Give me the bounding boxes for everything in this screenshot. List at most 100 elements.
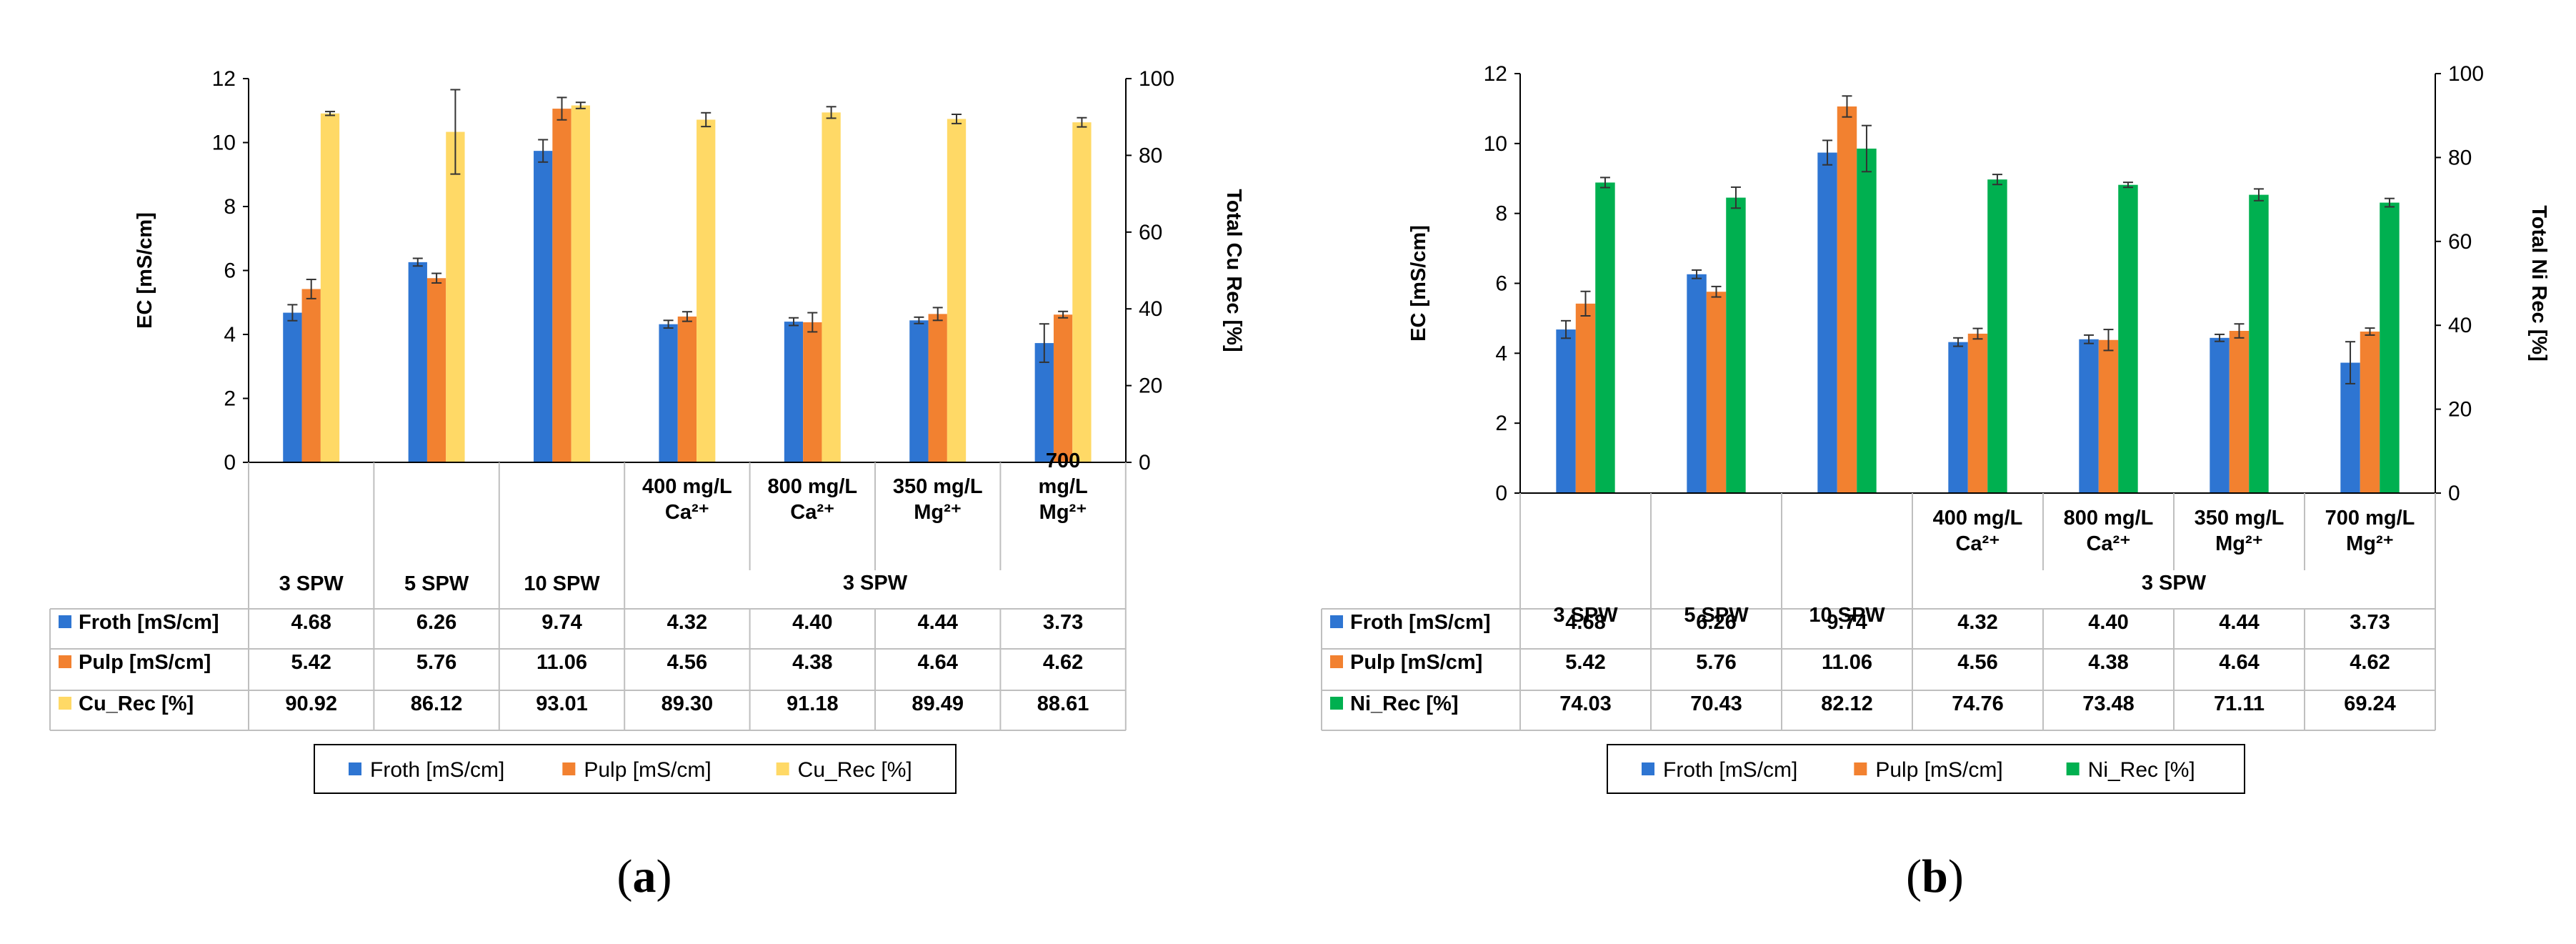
panel-a-y-tick-label: 6: [224, 259, 236, 283]
panel-b-y-tick-label: 6: [1495, 272, 1507, 296]
panel-a-y-tick-label: 0: [224, 451, 236, 475]
panel-a-category-label: 350 mg/L: [893, 475, 983, 498]
panel-a-legend-label-0: Froth [mS/cm]: [370, 758, 504, 782]
panel-b-cell-value: 5.76: [1696, 651, 1736, 674]
panel-b-y-axis-title: EC [mS/cm]: [1407, 225, 1430, 342]
panel-b-legend-swatch-0: [1642, 762, 1654, 775]
panel-b-row-label-2: Ni_Rec [%]: [1350, 692, 1459, 715]
panel-a-y-tick-label: 12: [212, 67, 236, 91]
panel-a-bar-2-3: [697, 119, 716, 463]
panel-a-y2-tick-label: 100: [1139, 67, 1174, 91]
panel-a-category-label: Mg²⁺: [914, 501, 962, 524]
panel-b-y2-tick-label: 80: [2448, 146, 2472, 169]
panel-b-category-label: 350 mg/L: [2195, 507, 2285, 530]
panel-b-category-label: Ca²⁺: [2086, 532, 2130, 555]
panel-a-legend-box: [314, 744, 957, 794]
panel-b-bar-0-3: [1948, 342, 1968, 493]
panel-a-y2-axis-title: Total Cu Rec [%]: [1222, 189, 1245, 352]
panel-a-y-tick-label: 10: [212, 131, 236, 155]
panel-b-bar-1-3: [1967, 333, 1988, 493]
panel-a-y2-tick-label: 60: [1139, 221, 1162, 244]
panel-b-category-label: Mg²⁺: [2346, 532, 2394, 555]
panel-b-bar-2-1: [1726, 197, 1746, 493]
panel-a-cell-value: 4.62: [1043, 651, 1083, 674]
panel-b-bar-1-5: [2229, 331, 2250, 493]
panel-b-y-tick-label: 2: [1495, 412, 1507, 435]
panel-a-cell-value: 4.68: [291, 611, 331, 634]
panel-a-row-label-2: Cu_Rec [%]: [79, 692, 194, 715]
panel-b-bar-0-6: [2340, 362, 2360, 493]
panel-a-bar-2-6: [1072, 122, 1092, 462]
panel-a-bar-0-0: [283, 312, 302, 462]
panel-b-bar-1-0: [1575, 303, 1596, 493]
panel-b-y2-tick-label: 20: [2448, 398, 2472, 422]
panel-b-cell-value: 69.24: [2344, 692, 2396, 715]
panel-a-y2-tick-label: 80: [1139, 144, 1162, 167]
panel-a-cell-value: 11.06: [536, 651, 587, 674]
panel-a-legend-label-1: Pulp [mS/cm]: [584, 758, 711, 782]
panel-a-bar-2-5: [947, 119, 967, 462]
panel-a-category-label: 700: [1046, 449, 1080, 472]
panel-b-bar-2-2: [1857, 148, 1877, 493]
panel-b-legend-swatch-1: [1854, 762, 1867, 775]
panel-a-cell-value: 4.64: [917, 651, 957, 674]
panel-b-cell-value: 82.12: [1821, 692, 1873, 715]
panel-a-y-tick-label: 4: [224, 323, 236, 347]
panel-b-bar-1-6: [2360, 332, 2380, 493]
panel-b-cell-value: 70.43: [1690, 692, 1742, 715]
panel-a-row-label-1: Pulp [mS/cm]: [79, 651, 211, 674]
panel-b-bar-0-1: [1687, 274, 1707, 493]
panel-a-category-label: Ca²⁺: [665, 501, 709, 524]
panel-a-cell-value: 4.38: [792, 651, 832, 674]
panel-a-data-table: 3 SPW 5 SPW 10 SPW 400 mg/L Ca²⁺ 800 mg/L Ca²⁺…: [49, 449, 1127, 731]
panel-b-y2-axis-title: Total Ni Rec [%]: [2527, 205, 2550, 362]
panel-b-y2-tick-label: 60: [2448, 230, 2472, 254]
panel-a-bar-1-1: [426, 278, 446, 462]
panel-b-y-tick-label: 4: [1495, 342, 1507, 365]
panel-b-y2-tick-label: 100: [2448, 62, 2484, 86]
panel-b-row-label-1: Pulp [mS/cm]: [1350, 651, 1482, 674]
panel-b-bar-1-1: [1706, 292, 1727, 493]
panel-b-cell-value: 4.62: [2350, 651, 2390, 674]
panel-b-cell-value: 74.03: [1559, 692, 1612, 715]
panel-a-bar-0-5: [909, 320, 929, 462]
panel-a-cell-value: 86.12: [411, 692, 463, 715]
panel-b-legend-box: [1607, 744, 2245, 794]
panel-a-cell-value: 4.56: [667, 651, 707, 674]
panel-b-cell-value: 4.32: [1957, 611, 1997, 634]
panel-b-cell-value: 4.56: [1957, 651, 1997, 674]
panel-a-bar-0-1: [408, 262, 427, 462]
panel-a-cell-value: 5.76: [416, 651, 456, 674]
panel-a-bar-2-1: [446, 131, 465, 463]
panel-a-category-label: 3 SPW: [279, 572, 344, 595]
panel-b-legend-label-2: Ni_Rec [%]: [2088, 758, 2195, 782]
panel-a-bar-2-0: [320, 113, 340, 463]
panel-b-legend: Froth [mS/cm] Pulp [mS/cm] Ni_Rec [%]: [1607, 744, 2245, 794]
panel-b-row-swatch-0: [1330, 615, 1343, 628]
panel-b-bar-0-4: [2079, 339, 2099, 493]
panel-b-category-label: 10 SPW: [1809, 604, 1885, 627]
panel-a-legend-swatch-1: [562, 762, 576, 775]
panel-a-category-label: mg/L: [1038, 475, 1087, 498]
panel-a-row-swatch-2: [59, 697, 71, 710]
panel-b-cell-value: 4.38: [2088, 651, 2128, 674]
panel-a-bar-2-2: [571, 105, 590, 462]
panel-b-bar-2-3: [1987, 179, 2007, 493]
panel-b-y-tick-label: 12: [1484, 62, 1507, 86]
panel-b-row-swatch-2: [1330, 697, 1343, 710]
panel-b-y-tick-label: 0: [1495, 482, 1507, 505]
panel-a-bar-0-3: [659, 324, 678, 462]
panel-b-bar-2-6: [2380, 202, 2400, 493]
panel-b-bar-1-4: [2098, 339, 2119, 493]
panel-b-cell-value: 74.76: [1952, 692, 2004, 715]
panel-a-category-label: 5 SPW: [404, 572, 469, 595]
panel-a-chart: 0 2 4 6 8 10 12 0 20 40 60 80 100 EC [mS/cm] Total Cu …: [49, 67, 1245, 903]
panel-b-cell-value: 71.11: [2214, 692, 2265, 715]
panel-b-cell-value: 5.42: [1565, 651, 1605, 674]
panel-b-bar-0-2: [1817, 152, 1837, 493]
panel-b-y2-tick-label: 40: [2448, 314, 2472, 337]
panel-a-cell-value: 88.61: [1037, 692, 1089, 715]
panel-b-y-tick-label: 10: [1484, 132, 1507, 156]
